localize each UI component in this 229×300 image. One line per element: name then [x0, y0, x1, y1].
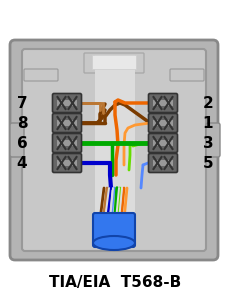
FancyBboxPatch shape	[52, 154, 81, 172]
Text: 1: 1	[202, 116, 212, 130]
Bar	[57, 160, 77, 166]
Bar	[152, 120, 172, 126]
FancyBboxPatch shape	[148, 113, 177, 133]
Bar	[152, 140, 172, 146]
FancyBboxPatch shape	[52, 134, 81, 152]
Text: 3: 3	[202, 136, 212, 151]
Text: 8: 8	[17, 116, 27, 130]
FancyBboxPatch shape	[52, 113, 81, 133]
Bar	[57, 120, 77, 126]
Text: 5: 5	[202, 155, 212, 170]
FancyBboxPatch shape	[93, 213, 134, 247]
Bar	[57, 140, 77, 146]
FancyBboxPatch shape	[84, 53, 143, 73]
Text: 4: 4	[17, 155, 27, 170]
FancyBboxPatch shape	[10, 40, 217, 260]
FancyBboxPatch shape	[169, 69, 203, 81]
FancyBboxPatch shape	[22, 49, 205, 251]
FancyBboxPatch shape	[10, 123, 24, 157]
Text: 2: 2	[202, 95, 213, 110]
Bar	[92, 55, 135, 69]
Ellipse shape	[93, 236, 134, 250]
Bar	[152, 160, 172, 166]
Text: TIA/EIA  T568-B: TIA/EIA T568-B	[49, 274, 180, 290]
FancyBboxPatch shape	[205, 123, 219, 157]
Bar	[57, 100, 77, 106]
FancyBboxPatch shape	[52, 94, 81, 112]
FancyBboxPatch shape	[148, 154, 177, 172]
FancyBboxPatch shape	[148, 94, 177, 112]
FancyBboxPatch shape	[24, 69, 58, 81]
Text: 6: 6	[16, 136, 27, 151]
Bar	[95, 55, 134, 245]
Text: 7: 7	[17, 95, 27, 110]
Bar	[152, 100, 172, 106]
FancyBboxPatch shape	[148, 134, 177, 152]
